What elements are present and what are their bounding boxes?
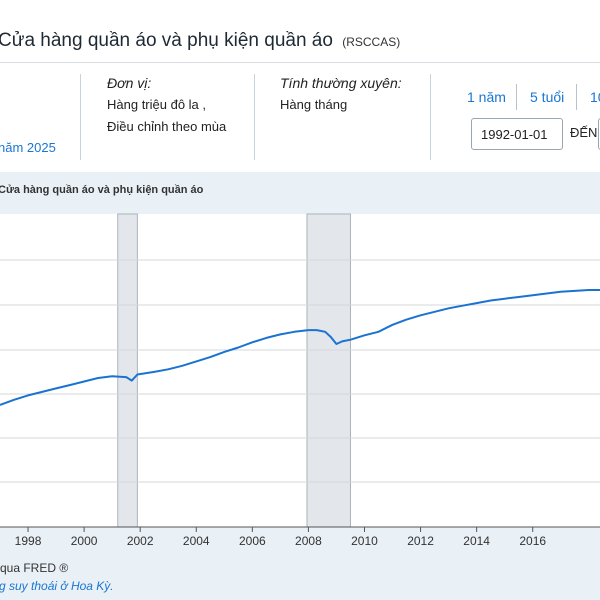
- x-tick-label: 2010: [351, 534, 378, 548]
- source-note: qua FRED ®: [0, 561, 69, 575]
- units-value-line2: Điều chỉnh theo mùa: [107, 119, 227, 134]
- series-title: Cửa hàng quần áo và phụ kiện quần áo: [0, 30, 333, 51]
- range-10-year-button[interactable]: 10: [590, 89, 600, 105]
- to-label: ĐẾN: [570, 125, 598, 140]
- meta-divider: [430, 74, 431, 160]
- x-tick-label: 2014: [463, 534, 490, 548]
- range-divider: [516, 84, 517, 110]
- recession-band: [117, 213, 138, 528]
- observation-date-fragment[interactable]: năm 2025: [0, 140, 56, 155]
- start-date-input[interactable]: [471, 118, 563, 150]
- series-id: (RSCCAS): [342, 35, 401, 49]
- x-tick-label: 2004: [183, 534, 210, 548]
- title-bar: Cửa hàng quần áo và phụ kiện quần áo (RS…: [0, 0, 600, 63]
- range-divider: [576, 84, 577, 110]
- x-tick-label: 2016: [519, 534, 546, 548]
- units-title: Đơn vị:: [107, 75, 152, 91]
- recession-note[interactable]: g suy thoái ở Hoa Kỳ.: [0, 579, 114, 593]
- range-1-year-button[interactable]: 1 năm: [467, 89, 506, 105]
- frequency-value: Hàng tháng: [280, 97, 348, 112]
- end-date-input[interactable]: [598, 118, 600, 150]
- meta-divider: [254, 74, 255, 160]
- x-tick-label: 1998: [15, 534, 42, 548]
- chart-title: Cửa hàng quần áo và phụ kiện quần áo: [0, 184, 204, 196]
- x-tick-label: 2012: [407, 534, 434, 548]
- page-title: Cửa hàng quần áo và phụ kiện quần áo (RS…: [0, 30, 400, 52]
- x-tick-label: 2002: [127, 534, 154, 548]
- plot-area: [0, 214, 600, 527]
- recession-band: [306, 213, 351, 528]
- x-tick-label: 2006: [239, 534, 266, 548]
- range-5-year-button[interactable]: 5 tuổi: [530, 89, 565, 105]
- frequency-title: Tính thường xuyên:: [280, 75, 402, 91]
- x-tick-label: 2008: [295, 534, 322, 548]
- units-value-line1: Hàng triệu đô la ,: [107, 97, 207, 112]
- meta-divider: [80, 74, 81, 160]
- series-line: [0, 289, 600, 406]
- x-tick-label: 2000: [71, 534, 98, 548]
